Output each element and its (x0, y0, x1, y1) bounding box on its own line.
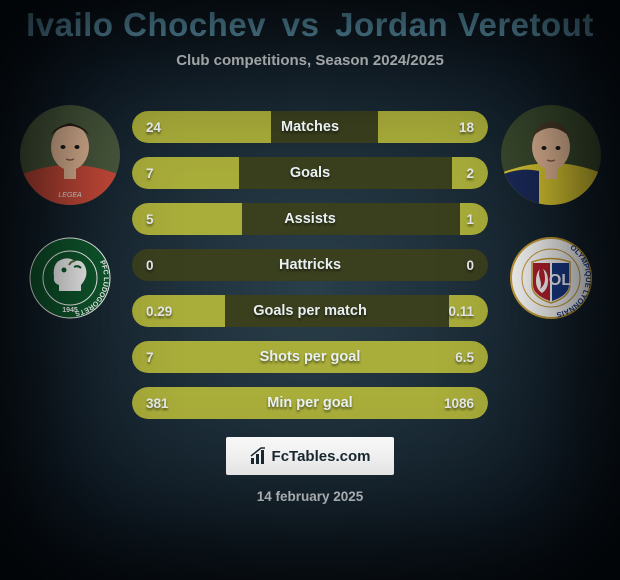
stat-bar: 5 1 Assists (132, 203, 488, 235)
stat-value-left: 381 (146, 396, 169, 411)
logo-text: FcTables.com (272, 448, 371, 465)
stat-bar: 7 2 Goals (132, 157, 488, 189)
player2-name: Jordan Veretout (335, 6, 594, 43)
stat-bar: 0.29 0.11 Goals per match (132, 295, 488, 327)
stat-label: Goals (290, 165, 330, 181)
stats-column: 24 18 Matches 7 2 Goals 5 1 Assists 0 0 Hattricks 0.… (132, 105, 488, 419)
stat-label: Matches (281, 119, 339, 135)
stat-label: Shots per goal (260, 349, 361, 365)
player2-avatar-icon (501, 105, 601, 205)
main-layout: LEGEA PFC LUDOGORETS 1945 (0, 105, 620, 419)
stat-value-right: 2 (466, 166, 474, 181)
svg-text:OL: OL (548, 272, 570, 289)
lyon-badge-icon: OLYMPIQUE LYONNAIS OL (510, 237, 592, 319)
stat-value-left: 0.29 (146, 304, 172, 319)
stat-label: Min per goal (267, 395, 352, 411)
stat-label: Hattricks (279, 257, 341, 273)
stat-value-left: 0 (146, 258, 154, 273)
stat-value-left: 7 (146, 166, 154, 181)
stat-value-left: 5 (146, 212, 154, 227)
stat-value-right: 0 (466, 258, 474, 273)
stat-value-right: 1086 (444, 396, 474, 411)
stat-value-right: 1 (466, 212, 474, 227)
svg-text:LEGEA: LEGEA (58, 192, 82, 199)
ludogorets-badge-icon: PFC LUDOGORETS 1945 (29, 237, 111, 319)
chart-icon (250, 447, 268, 465)
date-label: 14 february 2025 (0, 489, 620, 504)
stat-value-left: 24 (146, 120, 161, 135)
stat-value-right: 0.11 (448, 304, 474, 319)
player1-club-badge: PFC LUDOGORETS 1945 (29, 237, 111, 319)
fctables-logo: FcTables.com (226, 437, 394, 475)
stat-bar: 24 18 Matches (132, 111, 488, 143)
player1-avatar: LEGEA (20, 105, 120, 205)
stat-value-right: 6.5 (455, 350, 474, 365)
player2-avatar (501, 105, 601, 205)
vs-label: vs (282, 6, 320, 43)
stat-label: Goals per match (253, 303, 367, 319)
player1-name: Ivailo Chochev (26, 6, 266, 43)
right-column: OLYMPIQUE LYONNAIS OL (488, 105, 613, 319)
svg-text:1945: 1945 (62, 307, 78, 314)
stat-bar: 0 0 Hattricks (132, 249, 488, 281)
player2-club-badge: OLYMPIQUE LYONNAIS OL (510, 237, 592, 319)
page-title: Ivailo Chochev vs Jordan Veretout (0, 6, 620, 44)
stat-value-left: 7 (146, 350, 154, 365)
stat-label: Assists (284, 211, 336, 227)
player1-avatar-icon: LEGEA (20, 105, 120, 205)
left-column: LEGEA PFC LUDOGORETS 1945 (7, 105, 132, 319)
subtitle: Club competitions, Season 2024/2025 (0, 52, 620, 69)
stat-bar: 381 1086 Min per goal (132, 387, 488, 419)
stat-value-right: 18 (459, 120, 474, 135)
stat-bar: 7 6.5 Shots per goal (132, 341, 488, 373)
